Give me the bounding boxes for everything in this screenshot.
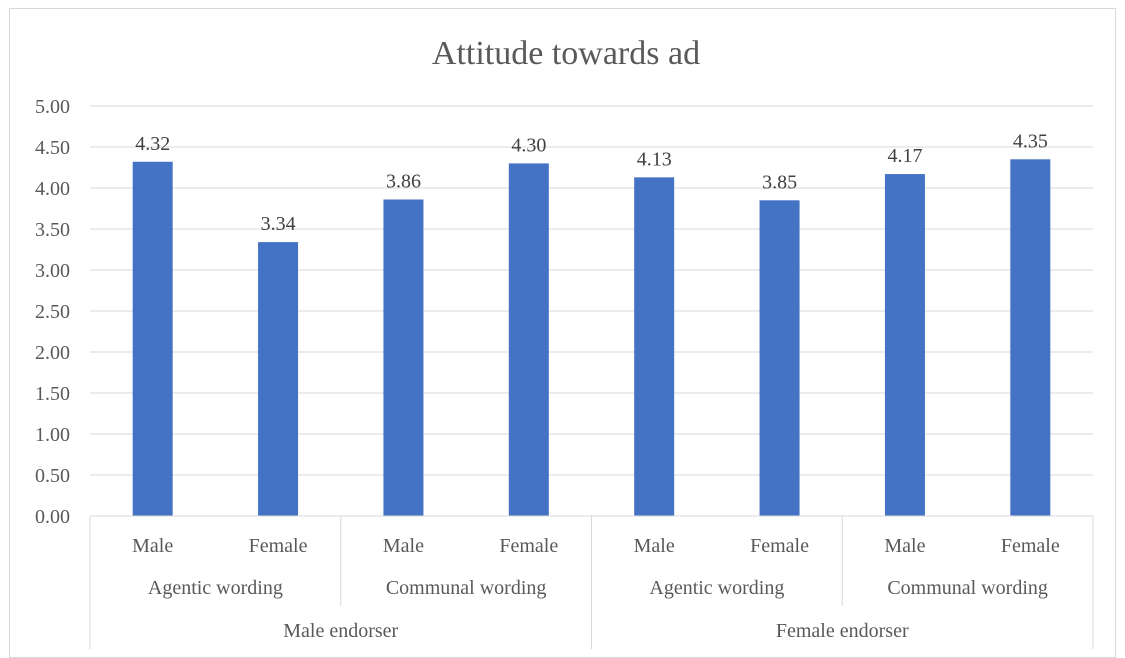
bar [634,177,675,516]
y-tick-label: 4.00 [35,178,70,200]
x-tick-label: Male [884,535,925,557]
bar [884,174,925,516]
x-tick-label: Female [1001,535,1060,557]
x-tick-label: Female [499,535,558,557]
y-tick-label: 5.00 [35,96,70,118]
bar [258,242,299,516]
data-label: 4.13 [637,148,672,170]
x-group-label: Agentic wording [148,577,283,599]
data-label: 4.32 [135,133,170,155]
y-axis-ticks: 0.00 0.50 1.00 1.50 2.00 2.50 3.00 3.50 4.00 4.50… [35,96,70,528]
x-group-label: Communal wording [887,577,1048,599]
x-tick-label: Male [383,535,424,557]
x-group-label: Agentic wording [649,577,784,599]
y-tick-label: 2.00 [35,342,70,364]
x-tick-label: Female [750,535,809,557]
bars [132,159,1051,517]
bar [132,161,173,516]
y-tick-label: 0.50 [35,465,70,487]
y-tick-label: 1.50 [35,383,70,405]
data-label: 3.85 [762,171,797,193]
data-label: 4.17 [887,145,922,167]
y-tick-label: 0.00 [35,506,70,528]
data-label: 3.34 [261,213,296,235]
x-supergroup-label: Female endorser [776,620,909,642]
data-label: 3.86 [386,170,421,192]
y-tick-label: 2.50 [35,301,70,323]
chart-title: Attitude towards ad [432,35,700,72]
bar [383,199,424,517]
bar [1010,159,1051,517]
x-tick-label: Female [249,535,308,557]
x-tick-label: Male [132,535,173,557]
y-tick-label: 3.00 [35,260,70,282]
data-labels: 4.32 3.34 3.86 4.30 4.13 3.85 4.17 4.35 [135,130,1048,235]
bar [508,163,549,516]
data-label: 4.30 [511,134,546,156]
gridlines [90,105,1093,476]
x-axis: Male Female Male Female Male Female Male Female… [89,515,1094,649]
x-supergroup-label: Male endorser [283,620,398,642]
x-tick-label: Male [634,535,675,557]
x-group-label: Communal wording [386,577,547,599]
y-tick-label: 3.50 [35,219,70,241]
y-tick-label: 4.50 [35,137,70,159]
bar [759,200,800,517]
y-tick-label: 1.00 [35,424,70,446]
data-label: 4.35 [1013,130,1048,152]
